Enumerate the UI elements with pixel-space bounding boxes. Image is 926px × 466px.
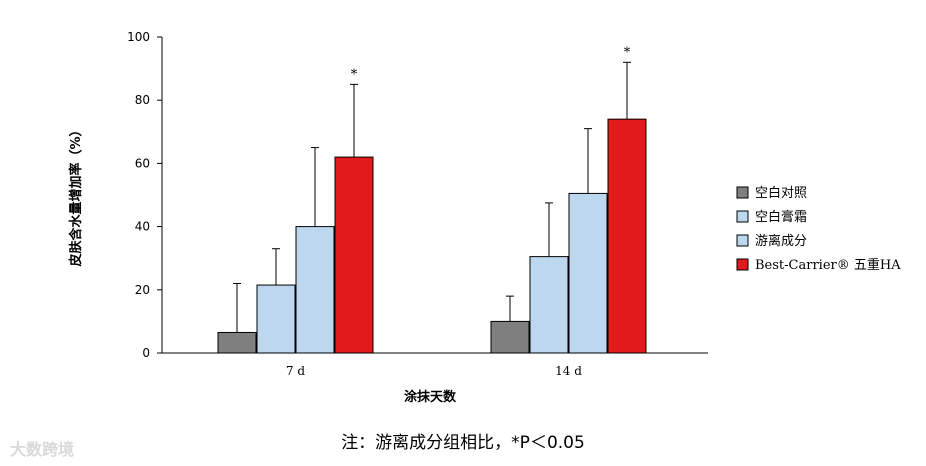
legend-label: 空白膏霜 — [755, 209, 807, 225]
y-tick-label: 60 — [135, 156, 150, 170]
x-tick-label: 14 d — [555, 364, 582, 378]
legend-swatch — [736, 210, 749, 223]
y-tick-label: 100 — [127, 30, 150, 44]
bar — [295, 226, 335, 354]
legend-label: 空白对照 — [755, 185, 807, 201]
bar — [490, 320, 530, 354]
significance-marker: * — [624, 45, 631, 60]
legend-label: 游离成分 — [755, 233, 807, 249]
y-axis-title: 皮肤含水量增加率（%） — [68, 123, 84, 267]
bar — [334, 156, 374, 354]
y-tick-label: 20 — [135, 283, 150, 297]
y-tick-label: 40 — [135, 220, 150, 234]
bar — [568, 192, 608, 354]
bar — [256, 284, 296, 354]
x-tick-label: 7 d — [286, 364, 305, 378]
x-axis-title: 涂抹天数 — [404, 389, 457, 405]
y-tick-label: 0 — [142, 346, 150, 360]
chart-labels: 0 20 40 60 80 100 皮肤含水量增加率（%） * 7 d * 14 d 涂抹天数 — [68, 30, 631, 405]
legend-swatch — [736, 258, 749, 271]
chart-bars — [217, 61, 647, 354]
bar — [217, 331, 257, 354]
y-tick-label: 80 — [135, 93, 150, 107]
legend-swatch — [736, 186, 749, 199]
bar — [529, 256, 569, 354]
watermark-logo: 大数跨境 — [10, 440, 75, 459]
legend-label: Best-Carrier® 五重HA — [755, 257, 901, 273]
chart-footnote: 注：游离成分组相比，*P＜0.05 — [341, 433, 585, 453]
significance-marker: * — [351, 67, 358, 82]
bar — [607, 118, 647, 354]
legend-swatch — [736, 234, 749, 247]
